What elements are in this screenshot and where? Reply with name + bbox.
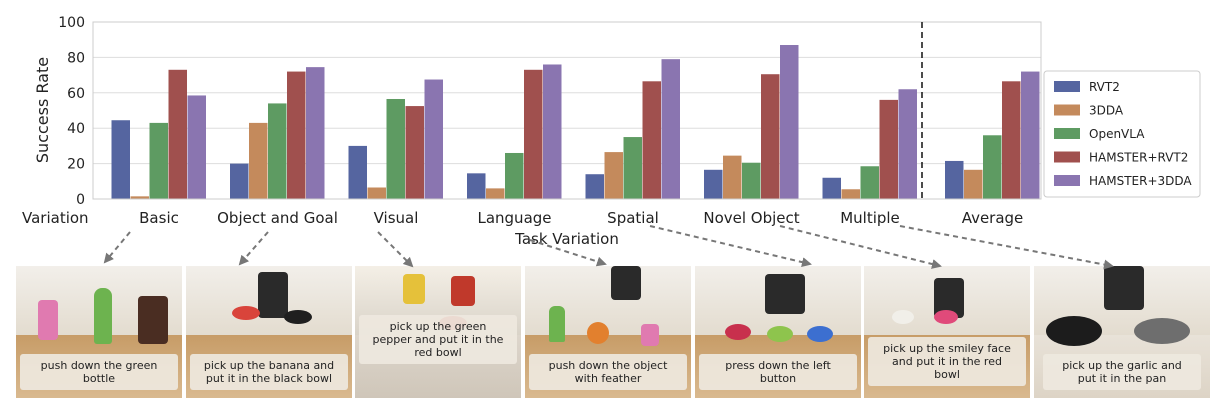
legend-swatch — [1054, 81, 1080, 92]
x-tick-label: Object and Goal — [217, 209, 338, 227]
bar-hamster-rvt2 — [879, 99, 898, 199]
example-caption: pick up the banana and put it in the bla… — [190, 354, 348, 390]
example-photo: push down the green bottle — [16, 266, 182, 398]
example-caption: pick up the green pepper and put it in t… — [359, 315, 517, 364]
bar-chart: 0 20 40 60 80 100 Basic Object and Goal Visual L… — [22, 15, 1201, 248]
x-tick-label: Novel Object — [703, 209, 799, 227]
bar-hamster-rvt2 — [1002, 81, 1021, 199]
legend-label: HAMSTER+RVT2 — [1089, 151, 1188, 165]
bar-openvla — [623, 137, 642, 199]
bar-rvt2 — [230, 163, 249, 199]
legend-label: RVT2 — [1089, 80, 1120, 94]
y-tick-label: 60 — [67, 86, 85, 102]
y-tick-labels: 0 20 40 60 80 100 — [58, 15, 85, 208]
bar-3dda — [249, 122, 268, 199]
y-tick-label: 0 — [76, 192, 85, 208]
bar-hamster-3dda — [424, 79, 443, 199]
example-caption: pick up the garlic and put it in the pan — [1043, 354, 1201, 390]
bar-hamster-3dda — [1021, 71, 1040, 199]
legend-label: 3DDA — [1089, 104, 1124, 118]
bar-hamster-3dda — [780, 45, 799, 200]
example-photo: pick up the smiley face and put it in th… — [864, 266, 1030, 398]
legend-swatch — [1054, 175, 1080, 186]
example-photo: pick up the garlic and put it in the pan — [1034, 266, 1210, 398]
bar-openvla — [386, 98, 405, 199]
plot-frame — [92, 21, 1042, 200]
bar-rvt2 — [467, 173, 486, 199]
bar-hamster-3dda — [661, 59, 680, 199]
bar-openvla — [742, 162, 761, 199]
bar-openvla — [268, 103, 287, 199]
y-tick-label: 20 — [67, 157, 85, 173]
example-photo: press down the left button — [695, 266, 861, 398]
legend-swatch — [1054, 128, 1080, 139]
example-photo: push down the object with feather — [525, 266, 691, 398]
bar-3dda — [964, 169, 983, 199]
example-caption: press down the left button — [699, 354, 857, 390]
bar-hamster-rvt2 — [761, 74, 780, 199]
bar-3dda — [367, 187, 386, 199]
bar-rvt2 — [945, 160, 964, 199]
bar-hamster-rvt2 — [287, 71, 306, 199]
bar-hamster-rvt2 — [405, 106, 424, 199]
row-label: Variation — [22, 209, 89, 227]
bar-openvla — [505, 152, 524, 199]
bar-rvt2 — [348, 145, 367, 199]
x-tick-label: Multiple — [840, 209, 900, 227]
bar-hamster-rvt2 — [524, 69, 543, 199]
legend: RVT2 3DDA OpenVLA HAMSTER+RVT2 HAMSTER+3DDA — [1043, 70, 1201, 198]
bar-hamster-3dda — [543, 64, 562, 199]
legend-box — [1043, 70, 1201, 198]
bar-3dda — [723, 155, 742, 199]
bar-3dda — [604, 152, 623, 199]
x-tick-label: Spatial — [607, 209, 659, 227]
x-tick-label: Basic — [139, 209, 179, 227]
bar-rvt2 — [585, 174, 604, 199]
example-caption: push down the green bottle — [20, 354, 178, 390]
x-tick-label: Language — [477, 209, 551, 227]
bar-3dda — [841, 189, 860, 199]
example-photo: pick up the green pepper and put it in t… — [355, 266, 521, 398]
bar-hamster-3dda — [306, 67, 325, 199]
bar-hamster-3dda — [898, 89, 917, 199]
bar-rvt2 — [111, 120, 130, 199]
bar-3dda — [130, 196, 149, 199]
bar-rvt2 — [822, 177, 841, 199]
x-tick-labels: Basic Object and Goal Visual Language Spatia… — [139, 209, 1023, 227]
example-caption: push down the object with feather — [529, 354, 687, 390]
y-tick-label: 80 — [67, 50, 85, 66]
x-tick-label: Visual — [374, 209, 419, 227]
y-axis-label: Success Rate — [33, 57, 52, 163]
bar-openvla — [983, 135, 1002, 199]
legend-label: OpenVLA — [1089, 127, 1145, 141]
bar-marks — [111, 45, 1040, 200]
bar-hamster-rvt2 — [642, 81, 661, 199]
legend-label: HAMSTER+3DDA — [1089, 174, 1192, 188]
legend-swatch — [1054, 151, 1080, 163]
example-caption: pick up the smiley face and put it in th… — [868, 337, 1026, 386]
x-axis-label: Task Variation — [514, 230, 619, 248]
bar-3dda — [486, 188, 505, 199]
y-tick-label: 40 — [67, 121, 85, 137]
legend-swatch — [1054, 104, 1080, 116]
x-tick-label: Average — [962, 209, 1024, 227]
y-tick-label: 100 — [58, 15, 85, 31]
example-photo: pick up the banana and put it in the bla… — [186, 266, 352, 398]
bar-hamster-rvt2 — [168, 69, 187, 199]
example-photo-strip: push down the green bottle pick up the b… — [16, 266, 1210, 398]
bar-openvla — [149, 122, 168, 199]
bar-hamster-3dda — [187, 95, 206, 199]
bar-openvla — [860, 166, 879, 199]
bar-rvt2 — [704, 169, 723, 199]
